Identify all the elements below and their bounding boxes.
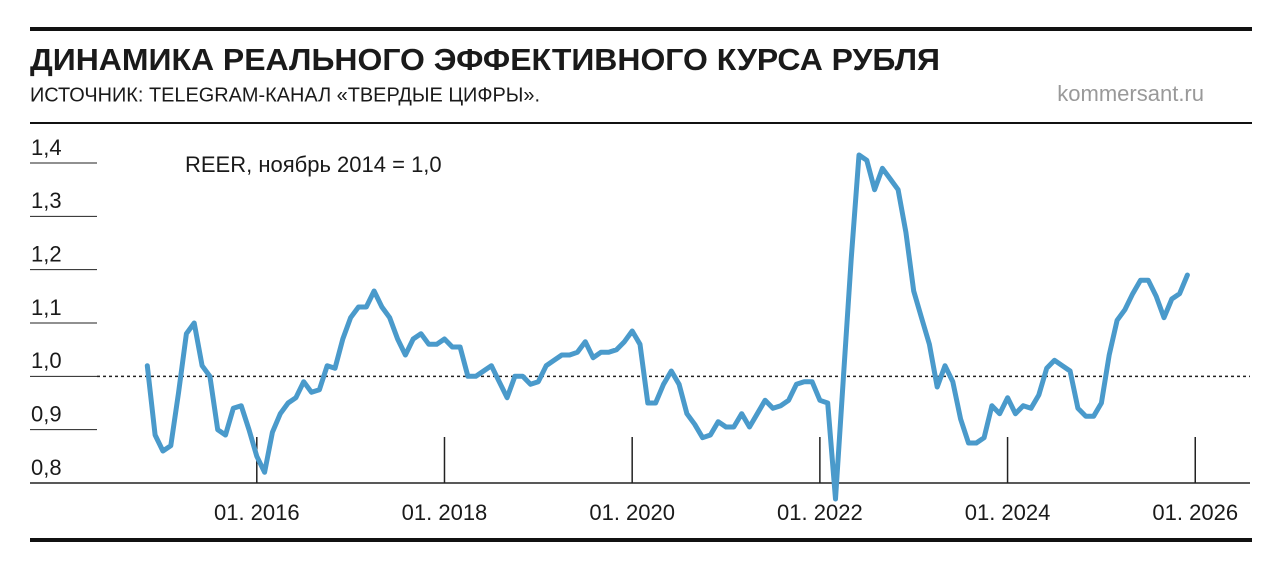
bottom-rule xyxy=(30,538,1252,542)
y-tick-label: 1,2 xyxy=(31,241,62,266)
x-tick-label: 01. 2018 xyxy=(402,500,488,525)
y-tick-label: 0,9 xyxy=(31,401,62,426)
header-rule xyxy=(30,122,1252,124)
x-tick-label: 01. 2016 xyxy=(214,500,300,525)
data-line xyxy=(144,152,1190,502)
x-tick-label: 01. 2026 xyxy=(1152,500,1238,525)
x-tick-label: 01. 2024 xyxy=(965,500,1051,525)
y-tick-label: 1,0 xyxy=(31,348,62,373)
x-tick-label: 01. 2022 xyxy=(777,500,863,525)
annotation: REER, ноябрь 2014 = 1,0 xyxy=(185,152,442,177)
y-tick-label: 1,4 xyxy=(31,135,62,160)
chart-title: ДИНАМИКА РЕАЛЬНОГО ЭФФЕКТИВНОГО КУРСА РУ… xyxy=(30,42,940,77)
y-tick-label: 1,1 xyxy=(31,295,62,320)
y-tick-label: 0,8 xyxy=(31,455,62,480)
top-rule xyxy=(30,27,1252,31)
x-tick-label: 01. 2020 xyxy=(589,500,675,525)
y-tick-label: 1,3 xyxy=(31,188,62,213)
credit: kommersant.ru xyxy=(1057,81,1204,106)
chart-subtitle: ИСТОЧНИК: TELEGRAM-КАНАЛ «ТВЕРДЫЕ ЦИФРЫ»… xyxy=(30,84,540,106)
